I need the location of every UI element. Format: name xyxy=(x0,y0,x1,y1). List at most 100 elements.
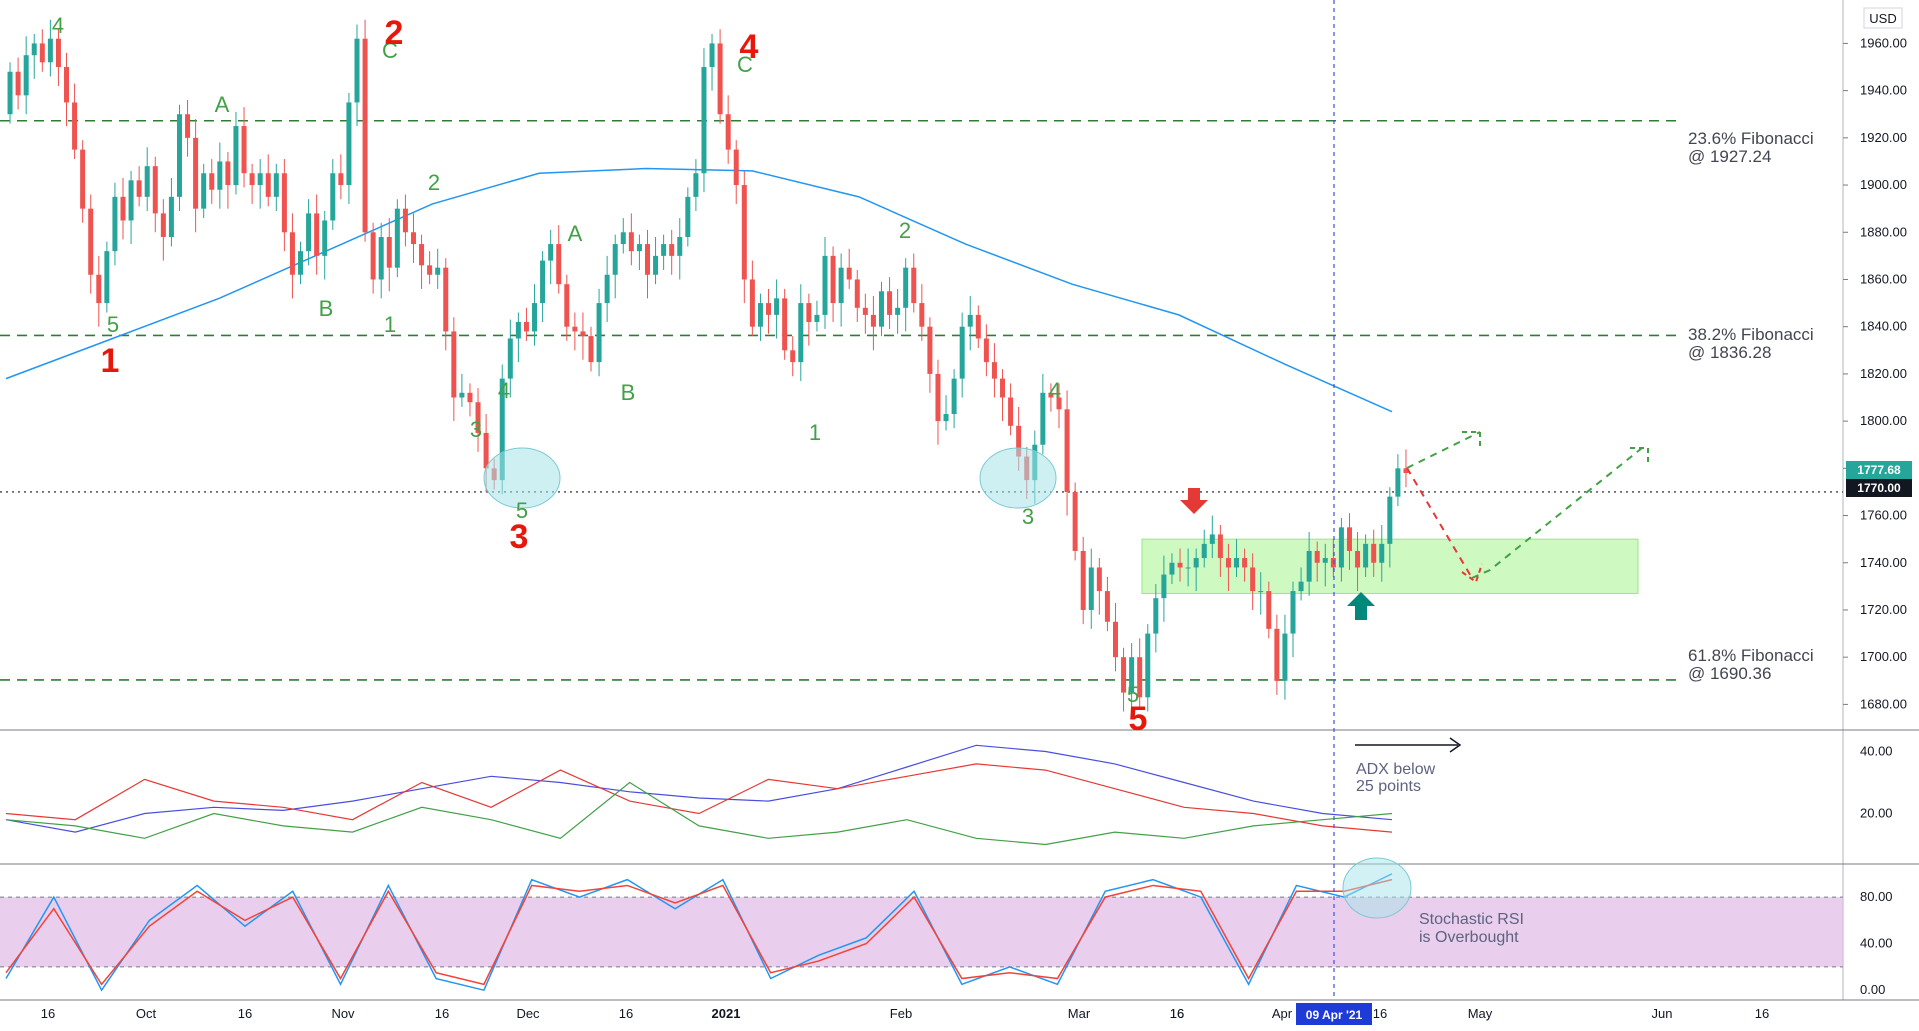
candle-body xyxy=(64,67,70,103)
price-tick-label: 1960.00 xyxy=(1860,35,1907,50)
candle-body xyxy=(338,173,344,186)
stoch-band xyxy=(0,897,1843,967)
candle-body xyxy=(1314,550,1320,563)
projection-green-path-2 xyxy=(1471,447,1643,579)
candle-body xyxy=(1040,392,1046,445)
stoch-note-line1: Stochastic RSI xyxy=(1419,911,1524,928)
time-tick-label: Mar xyxy=(1068,1006,1091,1021)
candle-body xyxy=(661,244,667,256)
candle-body xyxy=(1346,527,1352,551)
candle-body xyxy=(911,267,917,304)
candle-body xyxy=(1371,543,1377,563)
time-tick-label: 16 xyxy=(41,1006,55,1021)
candle-body xyxy=(289,232,295,275)
candle-body xyxy=(927,326,933,374)
candle-body xyxy=(991,362,997,379)
candle-body xyxy=(435,267,441,275)
price-axis: 1680.001700.001720.001740.001760.001780.… xyxy=(1843,35,1907,711)
candle-body xyxy=(233,126,239,186)
candle-body xyxy=(903,267,909,308)
wave-label-red: 1 xyxy=(101,342,120,380)
time-tick-label: 2021 xyxy=(712,1006,741,1021)
candle-body xyxy=(346,102,352,186)
candle-body xyxy=(709,43,715,68)
candle-body xyxy=(1217,534,1223,559)
candle-body xyxy=(814,314,820,322)
adx-note-line2: 25 points xyxy=(1356,778,1421,795)
fib-236-value: @ 1927.24 xyxy=(1688,147,1771,166)
candle-body xyxy=(935,373,941,422)
candle-body xyxy=(410,232,416,245)
candle-body xyxy=(1250,567,1256,592)
candle-body xyxy=(1096,567,1102,592)
candle-body xyxy=(160,213,166,237)
candle-body xyxy=(467,392,473,403)
candle-body xyxy=(1201,543,1207,559)
level-price-label: 1770.00 xyxy=(1857,481,1901,495)
stoch-note-line2: is Overbought xyxy=(1419,929,1519,946)
candle-body xyxy=(830,255,836,304)
candle-body xyxy=(1290,591,1296,634)
price-tick-label: 1920.00 xyxy=(1860,130,1907,145)
candle-body xyxy=(354,38,360,103)
candle-body xyxy=(15,71,21,96)
candle-body xyxy=(1064,409,1070,492)
candle-body xyxy=(862,307,868,315)
candle-body xyxy=(201,173,207,209)
currency-box[interactable] xyxy=(1863,7,1903,29)
candle-body xyxy=(1306,550,1312,582)
candle-body xyxy=(887,291,893,315)
candle-body xyxy=(733,149,739,186)
candle-body xyxy=(1121,657,1127,693)
candle-body xyxy=(620,232,626,245)
candle-body xyxy=(176,114,182,197)
time-tick-label: 16 xyxy=(435,1006,449,1021)
fib-236-label: 23.6% Fibonacci xyxy=(1688,129,1814,148)
level-price-tag xyxy=(1846,479,1912,497)
candle-body xyxy=(31,43,37,56)
candle-body xyxy=(265,173,271,197)
price-tick-label: 1940.00 xyxy=(1860,83,1907,98)
candle-body xyxy=(967,314,973,327)
candle-body xyxy=(1000,378,1006,398)
wave-label-green: A xyxy=(568,221,583,246)
wave-label-green: 2 xyxy=(899,218,911,243)
price-tick-label: 1720.00 xyxy=(1860,602,1907,617)
adx-series-line xyxy=(5,744,1393,833)
candle-body xyxy=(241,126,247,174)
time-tick-label: 16 xyxy=(1170,1006,1184,1021)
date-marker-tag[interactable] xyxy=(1296,1003,1372,1025)
candle-body xyxy=(790,350,796,363)
candlestick-series xyxy=(7,19,1409,717)
adx-note-line1: ADX below xyxy=(1356,761,1436,778)
wave-label-green: A xyxy=(215,92,230,117)
candle-body xyxy=(378,236,384,280)
candle-body xyxy=(1016,425,1022,457)
candle-body xyxy=(1242,558,1248,568)
candle-body xyxy=(644,244,650,275)
candle-body xyxy=(281,173,287,233)
candle-body xyxy=(314,213,320,256)
candle-body xyxy=(1234,558,1240,568)
projection-red-path xyxy=(1406,467,1473,579)
candle-body xyxy=(120,196,126,221)
candle-body xyxy=(55,38,61,68)
ma-line xyxy=(5,167,1393,413)
candle-body xyxy=(677,236,683,256)
candle-body xyxy=(419,244,425,266)
adx-tick-label: 40.00 xyxy=(1860,744,1893,759)
candle-body xyxy=(104,251,110,304)
candle-body xyxy=(983,338,989,363)
candle-body xyxy=(612,244,618,275)
candle-body xyxy=(556,244,562,285)
arrow-down-icon xyxy=(1180,488,1208,514)
candle-body xyxy=(580,331,586,337)
fib-382-label: 38.2% Fibonacci xyxy=(1688,325,1814,344)
moving-average xyxy=(5,167,1393,413)
time-tick-label: 16 xyxy=(1755,1006,1769,1021)
candle-body xyxy=(548,244,554,261)
highlight-ellipse-stoch xyxy=(1342,857,1412,919)
candle-body xyxy=(766,303,772,315)
time-tick-label: 16 xyxy=(1170,1006,1184,1021)
wave-label-red: 4 xyxy=(740,28,759,66)
